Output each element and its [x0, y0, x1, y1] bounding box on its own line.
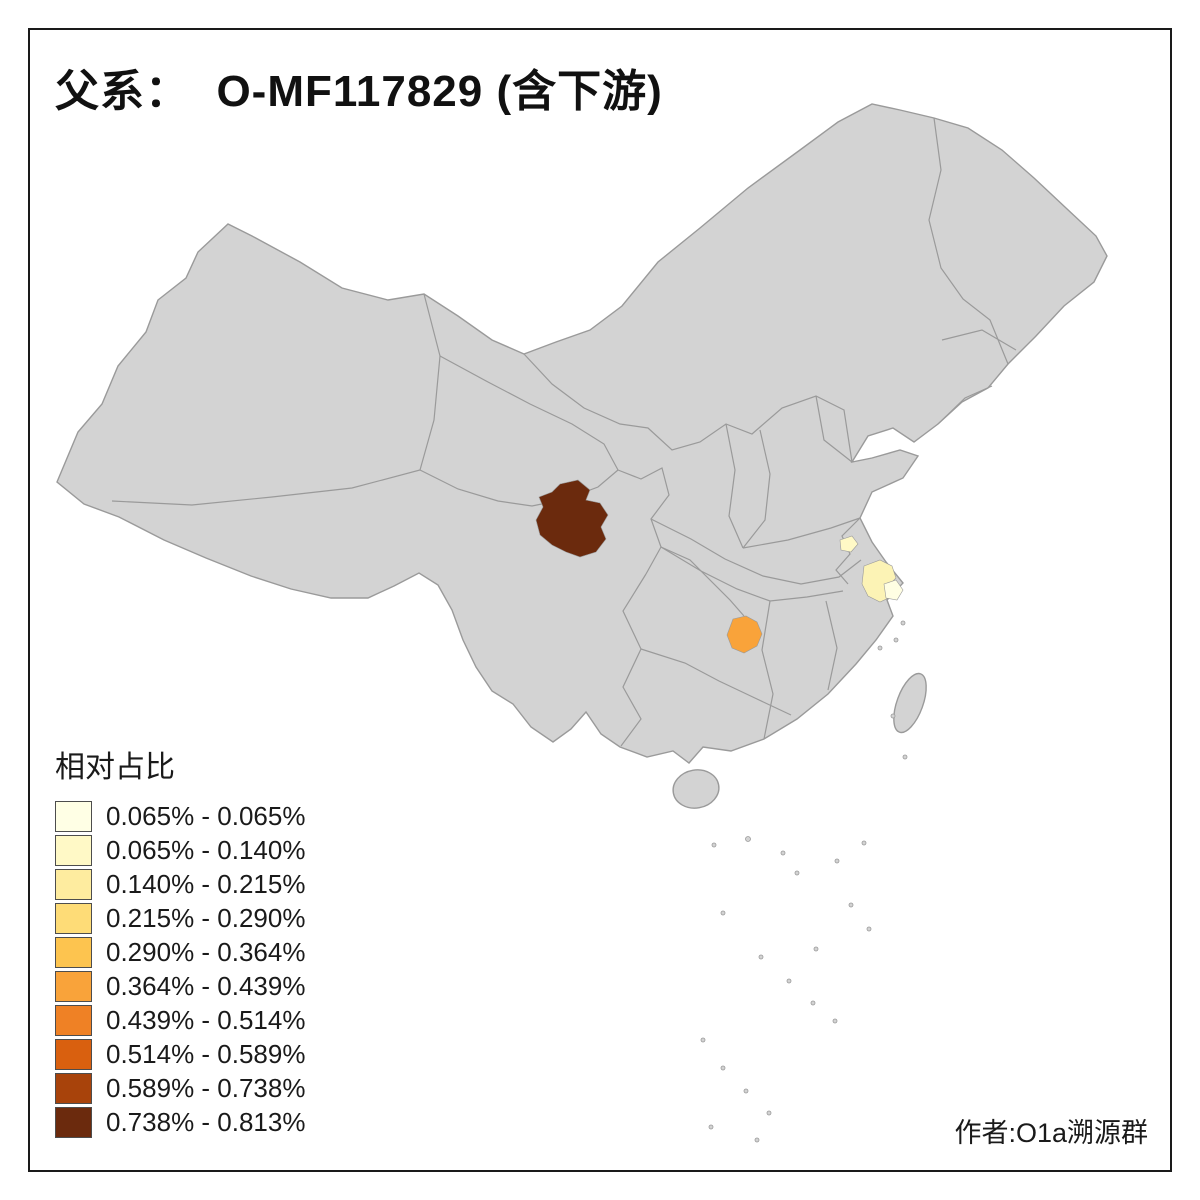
legend-label: 0.364% - 0.439%: [106, 971, 306, 1001]
legend-row: 0.364% - 0.439%: [55, 970, 305, 1003]
province-borders: [111, 117, 1017, 747]
legend-row: 0.589% - 0.738%: [55, 1072, 305, 1105]
legend-label: 0.065% - 0.140%: [106, 835, 306, 865]
legend-label: 0.140% - 0.215%: [106, 869, 306, 899]
legend-swatch: [55, 1107, 92, 1138]
region-central-guizhou: [726, 615, 763, 654]
legend-swatch: [55, 937, 92, 968]
legend-swatch: [55, 1039, 92, 1070]
legend-label: 0.514% - 0.589%: [106, 1039, 306, 1069]
legend-title: 相对占比: [55, 751, 175, 784]
legend-label: 0.290% - 0.364%: [106, 937, 306, 967]
legend-label: 0.738% - 0.813%: [106, 1107, 306, 1137]
author-credit: 作者:O1a溯源群: [954, 1118, 1148, 1148]
legend-label: 0.215% - 0.290%: [106, 903, 306, 933]
legend-label: 0.589% - 0.738%: [106, 1073, 306, 1103]
legend-row: 0.514% - 0.589%: [55, 1038, 305, 1071]
legend-row: 0.215% - 0.290%: [55, 902, 305, 935]
page-title: 父系： O-MF117829 (含下游): [55, 67, 663, 116]
legend-row: 0.738% - 0.813%: [55, 1106, 305, 1139]
legend-swatch: [55, 1073, 92, 1104]
legend-swatch: [55, 801, 92, 832]
hainan-island: [672, 769, 720, 809]
legend-row: 0.439% - 0.514%: [55, 1004, 305, 1037]
legend-swatch: [55, 1005, 92, 1036]
legend-label: 0.439% - 0.514%: [106, 1005, 306, 1035]
legend-swatch: [55, 971, 92, 1002]
china-land-group: [56, 103, 1108, 1143]
china-borders-group: [56, 103, 1108, 1143]
legend-swatch: [55, 869, 92, 900]
legend-swatch: [55, 903, 92, 934]
legend-row: 0.065% - 0.065%: [55, 800, 305, 833]
legend-label: 0.065% - 0.065%: [106, 801, 306, 831]
region-shanghai-adjacent: [883, 579, 904, 601]
taiwan-island: [893, 672, 927, 734]
legend-row: 0.140% - 0.215%: [55, 868, 305, 901]
shaded-regions: [535, 479, 904, 654]
china-mainland: [56, 103, 1108, 764]
south-china-sea-islands: [700, 620, 908, 1143]
region-south-jiangsu: [839, 535, 859, 553]
legend-swatch: [55, 835, 92, 866]
region-west-sichuan: [535, 479, 609, 558]
legend-row: 0.290% - 0.364%: [55, 936, 305, 969]
legend-row: 0.065% - 0.140%: [55, 834, 305, 867]
map-legend: 相对占比 0.065% - 0.065% 0.065% - 0.140% 0.1…: [55, 742, 305, 1140]
